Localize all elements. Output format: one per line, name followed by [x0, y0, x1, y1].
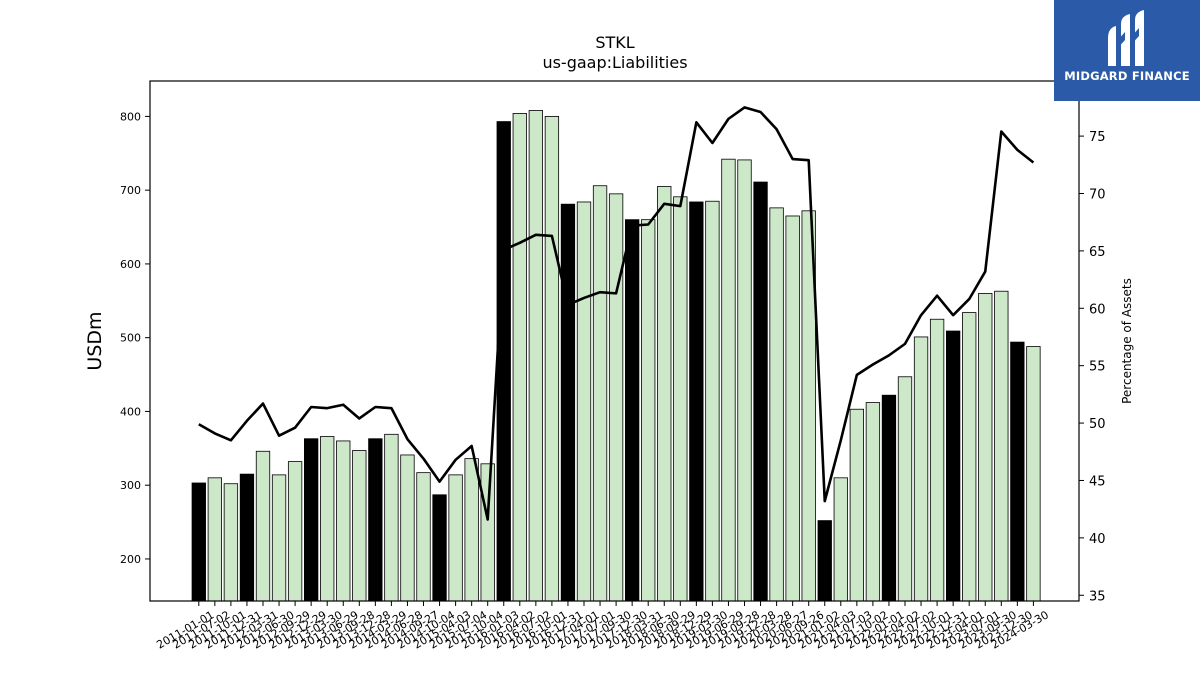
bar: [512, 113, 527, 602]
bar: [962, 312, 977, 602]
bar: [416, 472, 431, 602]
bar-highlight: [689, 201, 704, 602]
bar: [994, 290, 1009, 602]
bar: [271, 474, 287, 602]
bar: [705, 200, 720, 602]
line-series: [198, 106, 1035, 521]
brand-name: MIDGARD FINANCE: [1064, 69, 1190, 83]
y-tick-label: 700: [120, 184, 141, 197]
midgard-finance-logo: MIDGARD FINANCE: [1054, 0, 1200, 101]
bar: [865, 402, 881, 602]
bar: [978, 293, 993, 602]
bar: [352, 450, 367, 602]
bar: [592, 185, 608, 602]
bar-highlight: [753, 181, 768, 602]
bar: [608, 193, 624, 602]
bar: [480, 463, 495, 602]
bar: [913, 336, 929, 602]
y-tick-label: 400: [120, 405, 141, 418]
y-tick-label: 500: [120, 332, 141, 345]
bar: [448, 474, 463, 602]
bar-highlight: [1010, 341, 1025, 602]
axes: 2003004005006007008003540455055606570752…: [120, 80, 1106, 652]
bar: [400, 454, 415, 602]
chart-subtitle: us-gaap:Liabilities: [542, 53, 687, 72]
y2-tick-label: 35: [1089, 589, 1106, 604]
chart-title: STKL: [595, 33, 634, 52]
bar: [207, 477, 223, 602]
plot-frame: [149, 80, 1080, 602]
bar: [785, 215, 800, 602]
y2-tick-label: 50: [1089, 417, 1106, 432]
percentage-line: [198, 106, 1035, 521]
y-tick-label: 800: [120, 110, 141, 123]
bar: [336, 440, 351, 602]
bar: [464, 458, 479, 602]
bar: [929, 318, 945, 602]
bar: [1026, 346, 1041, 602]
bar-highlight: [368, 438, 383, 602]
bar-series: [191, 110, 1041, 602]
bar: [897, 376, 913, 602]
bar: [769, 207, 784, 602]
bar: [657, 186, 672, 602]
bar: [849, 408, 864, 602]
bar-highlight: [817, 520, 832, 602]
bar-highlight: [191, 482, 206, 602]
bar: [673, 196, 688, 602]
bar: [528, 110, 543, 602]
y2-tick-label: 70: [1089, 187, 1106, 202]
bar: [721, 158, 736, 602]
bar-highlight: [432, 494, 447, 602]
bar: [833, 477, 848, 602]
bar: [255, 450, 271, 602]
y-axis-label: USDm: [84, 311, 106, 370]
bar-highlight: [560, 203, 576, 602]
bar: [737, 159, 752, 602]
y2-tick-label: 65: [1089, 245, 1106, 260]
y-tick-label: 600: [120, 258, 141, 271]
bar: [641, 219, 656, 602]
y2-tick-label: 75: [1089, 130, 1106, 145]
bar-highlight: [881, 394, 897, 602]
bar: [320, 436, 335, 602]
bar-highlight: [625, 219, 640, 602]
y2-tick-label: 45: [1089, 474, 1106, 489]
bar-highlight: [239, 473, 255, 602]
y2-axis-label: Percentage of Assets: [1120, 278, 1134, 404]
y-tick-label: 200: [120, 553, 141, 566]
bar-highlight: [946, 330, 961, 602]
bar-highlight: [496, 121, 511, 602]
bar: [287, 461, 303, 602]
bar: [576, 201, 592, 602]
bar: [544, 116, 560, 602]
bar: [223, 483, 239, 602]
y2-tick-label: 60: [1089, 302, 1106, 317]
midgard-m-logo-icon: [1108, 10, 1144, 66]
bar-highlight: [303, 438, 319, 602]
y-tick-label: 300: [120, 479, 141, 492]
y2-tick-label: 40: [1089, 532, 1106, 547]
y2-tick-label: 55: [1089, 360, 1106, 375]
bar: [384, 433, 399, 602]
